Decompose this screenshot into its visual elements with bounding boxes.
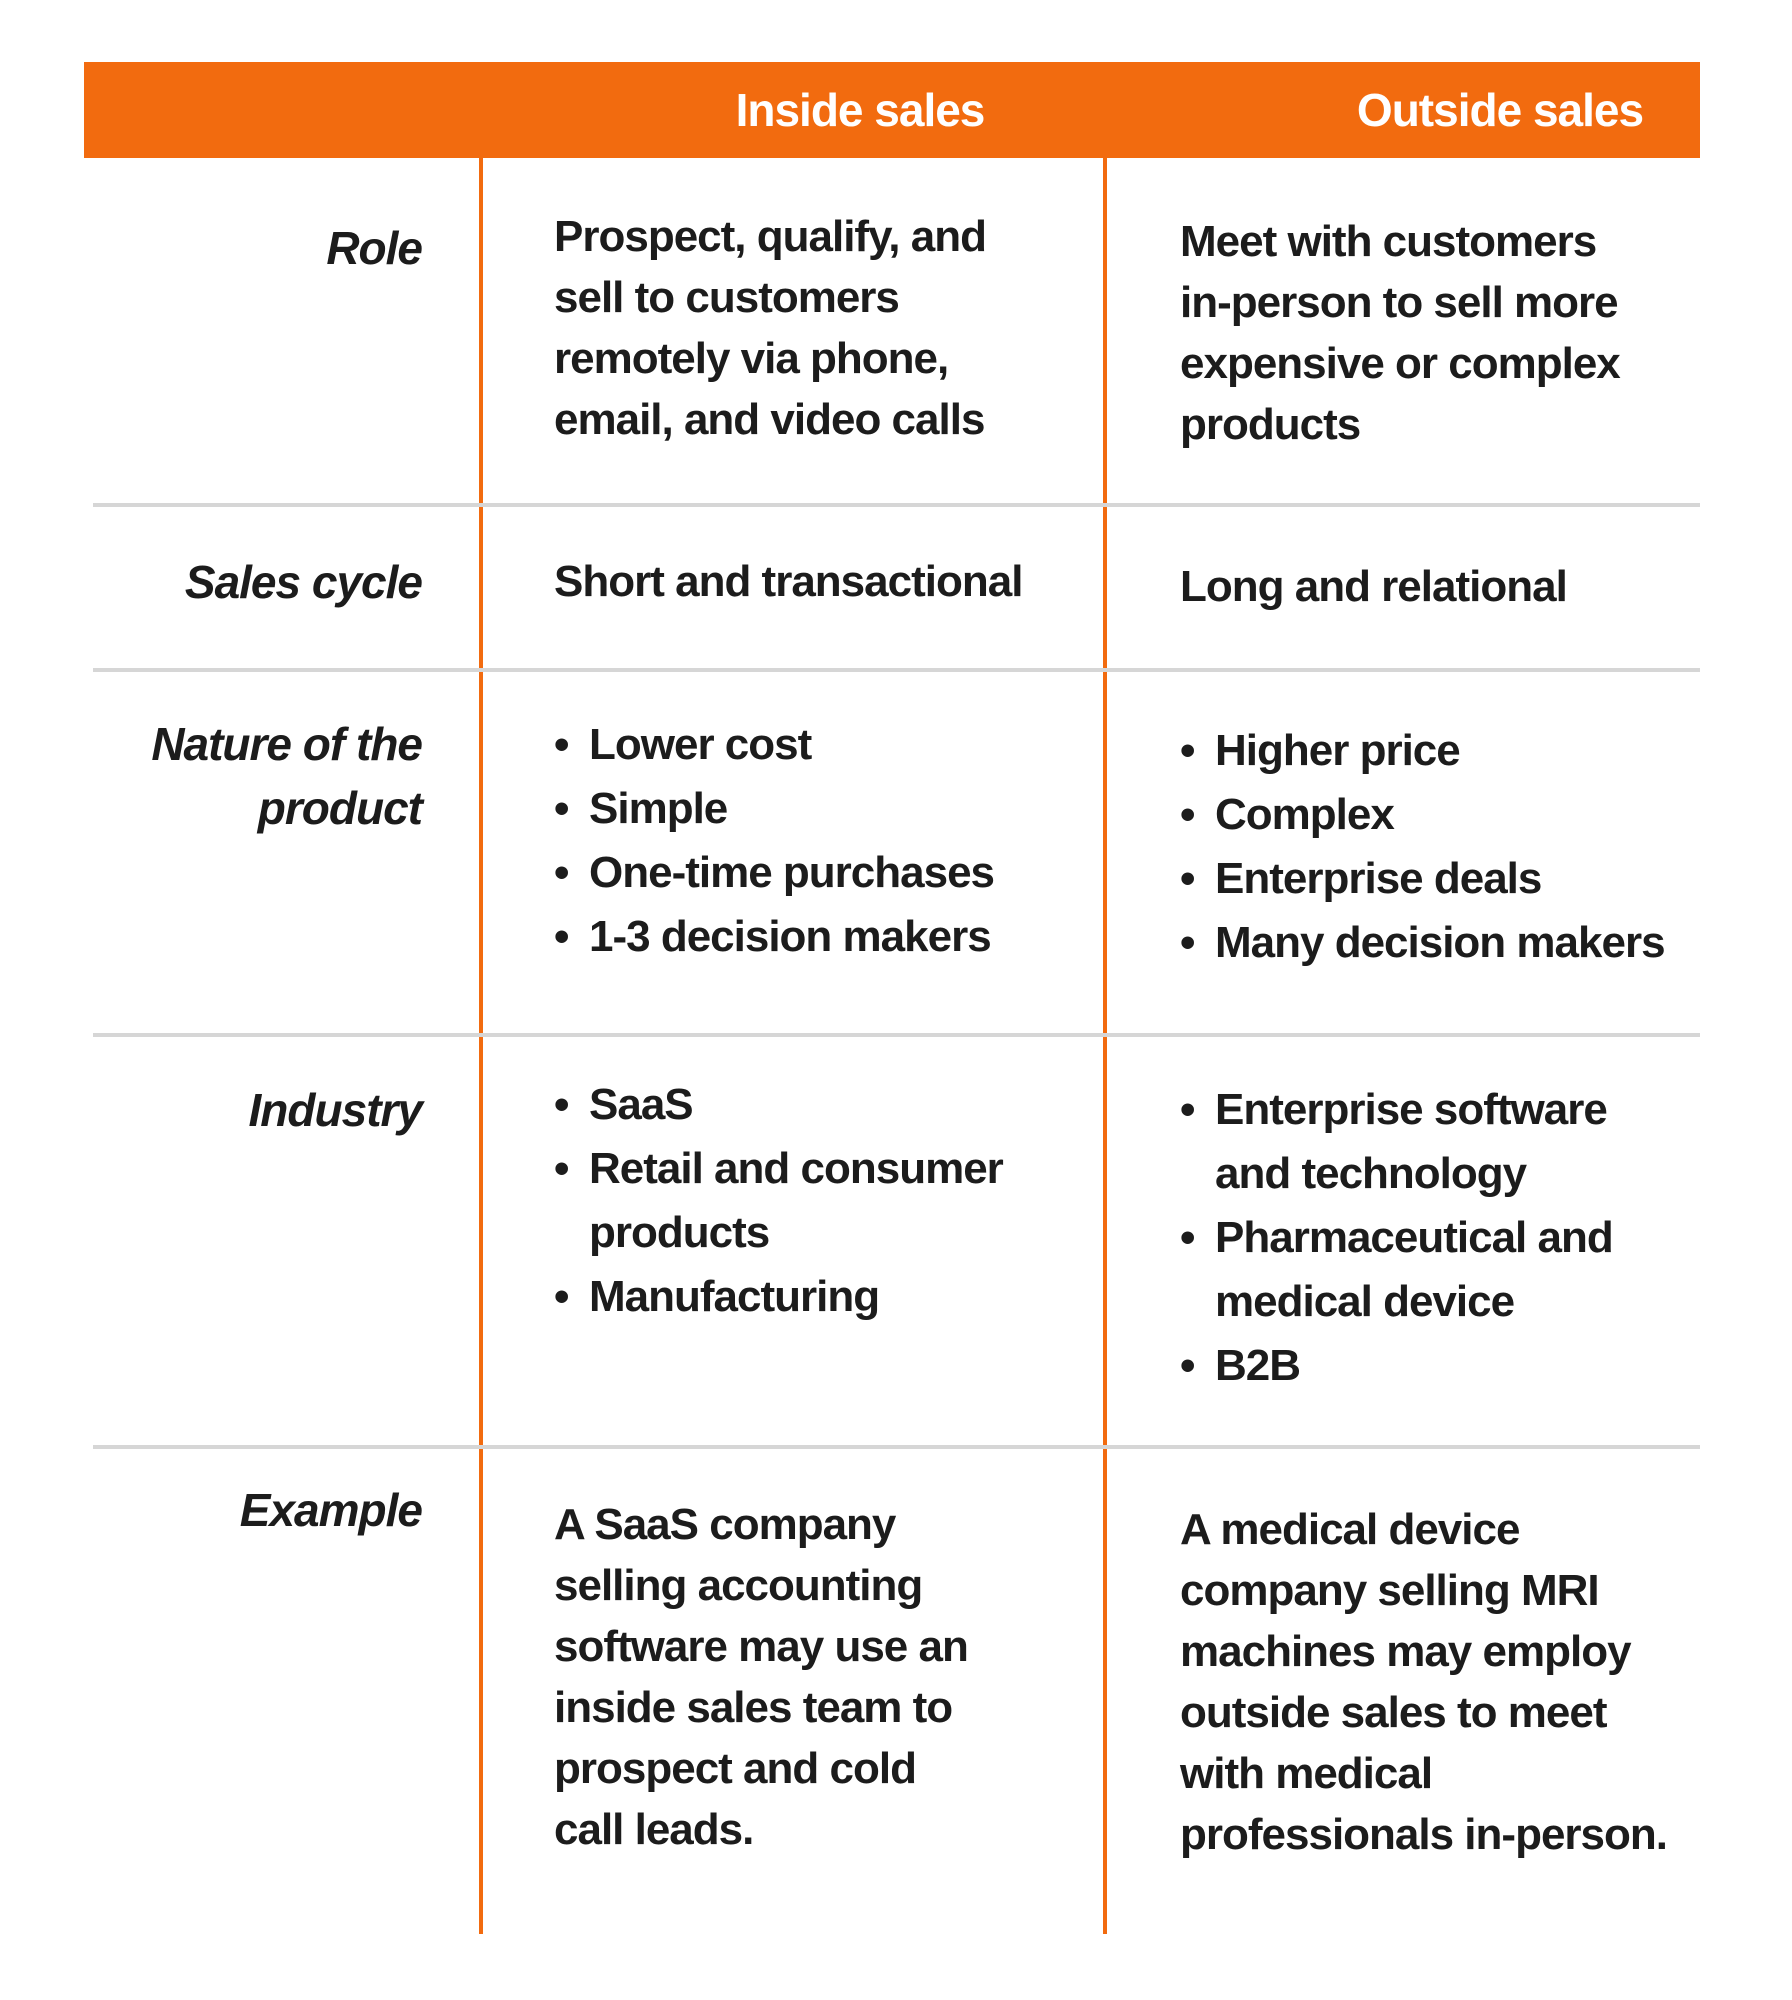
column-divider-inside	[479, 158, 483, 1934]
nature-outside-list: Higher price Complex Enterprise deals Ma…	[1180, 719, 1780, 975]
row-divider	[93, 668, 1700, 672]
row-label-industry: Industry	[248, 1084, 423, 1136]
list-item: Enterprise deals	[1180, 847, 1780, 911]
list-item: Higher price	[1180, 719, 1780, 783]
nature-inside-list: Lower cost Simple One-time purchases 1-3…	[554, 713, 1114, 969]
list-item: Pharmaceutical and medical device	[1180, 1206, 1780, 1334]
list-item: Enterprise software and technology	[1180, 1078, 1780, 1206]
row-label-sales-cycle: Sales cycle	[184, 556, 423, 608]
example-inside-cell: A SaaS company selling accounting softwa…	[554, 1500, 969, 1854]
industry-outside-list: Enterprise software and technology Pharm…	[1180, 1078, 1780, 1398]
table-header: Inside sales Outside sales	[84, 62, 1700, 158]
list-item: Retail and consumer products	[554, 1137, 1114, 1265]
row-label-nature-of-product: Nature of the product	[151, 718, 423, 834]
column-divider-outside	[1103, 158, 1107, 1934]
list-item: Complex	[1180, 783, 1780, 847]
industry-inside-list: SaaS Retail and consumer products Manufa…	[554, 1073, 1114, 1329]
role-inside-cell: Prospect, qualify, and sell to customers…	[554, 212, 987, 444]
role-outside-cell: Meet with customers in-person to sell mo…	[1180, 217, 1621, 449]
list-item: Many decision makers	[1180, 911, 1780, 975]
row-divider	[93, 1445, 1700, 1449]
row-divider	[93, 1033, 1700, 1037]
example-outside-cell: A medical device company selling MRI mac…	[1180, 1505, 1668, 1859]
row-label-example: Example	[239, 1484, 423, 1536]
inside-sales-header: Inside sales	[735, 84, 986, 136]
outside-sales-header: Outside sales	[1356, 84, 1644, 136]
list-item: Manufacturing	[554, 1265, 1114, 1329]
list-item: 1-3 decision makers	[554, 905, 1114, 969]
row-label-role: Role	[326, 222, 423, 274]
list-item: One-time purchases	[554, 841, 1114, 905]
list-item: Lower cost	[554, 713, 1114, 777]
list-item: SaaS	[554, 1073, 1114, 1137]
list-item: Simple	[554, 777, 1114, 841]
sales-cycle-outside-cell: Long and relational	[1180, 562, 1568, 611]
sales-cycle-inside-cell: Short and transactional	[554, 557, 1023, 606]
list-item: B2B	[1180, 1334, 1780, 1398]
row-divider	[93, 503, 1700, 507]
